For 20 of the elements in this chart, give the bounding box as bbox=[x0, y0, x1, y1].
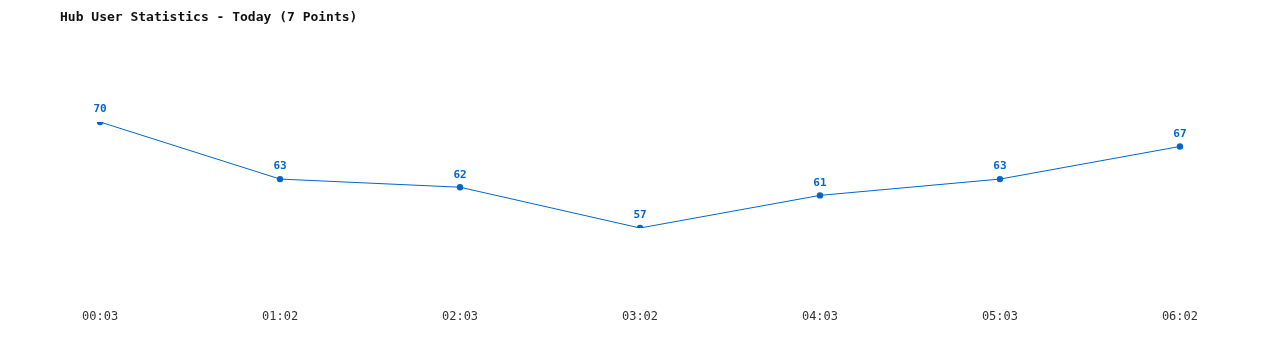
point bbox=[456, 184, 464, 191]
point bbox=[1176, 143, 1184, 150]
x-tick-label: 00:03 bbox=[82, 309, 119, 324]
data-label: 63 bbox=[993, 159, 1007, 173]
point bbox=[996, 175, 1004, 183]
x-tick-label: 02:03 bbox=[441, 309, 479, 324]
data-label: 61 bbox=[813, 175, 827, 189]
x-tick-label: 03:02 bbox=[621, 309, 659, 324]
point bbox=[816, 192, 824, 199]
data-label: 67 bbox=[1173, 126, 1187, 140]
point bbox=[276, 175, 284, 183]
data-label: 57 bbox=[633, 208, 647, 222]
data-label: 70 bbox=[93, 102, 107, 116]
x-tick-label: 06:02 bbox=[1161, 309, 1198, 324]
x-tick-label: 05:03 bbox=[981, 309, 1019, 324]
data-label: 62 bbox=[453, 167, 467, 181]
chart-title: Hub User Statistics - Today (7 Points) bbox=[60, 9, 358, 24]
x-tick-label: 01:02 bbox=[261, 309, 299, 324]
x-tick-label: 04:03 bbox=[801, 309, 839, 324]
data-label: 63 bbox=[273, 159, 287, 173]
